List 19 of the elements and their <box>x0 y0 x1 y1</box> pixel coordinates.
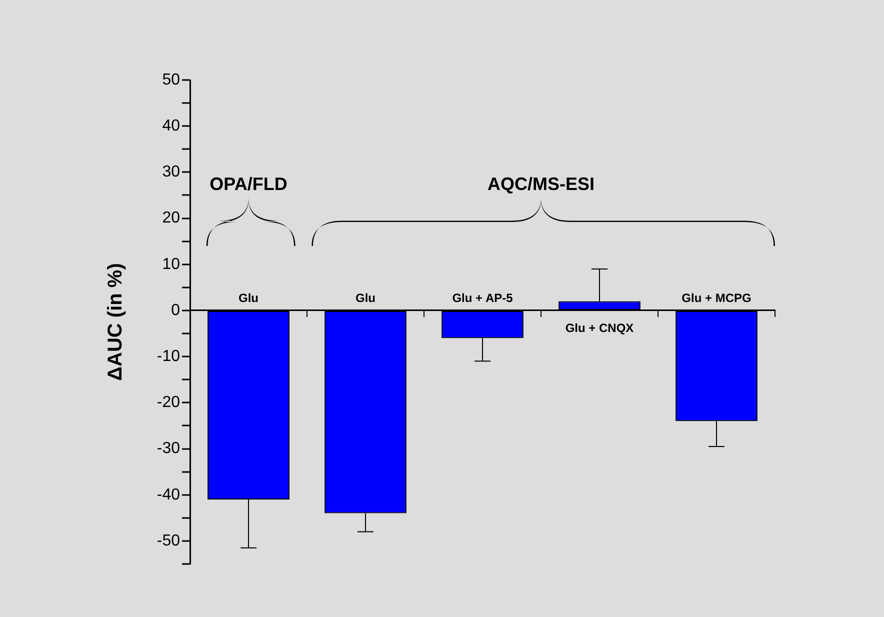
x-tick-label: Glu + CNQX <box>565 320 634 335</box>
annotation: AQC/MS-ESI <box>487 174 595 194</box>
x-tick-label: Glu + MCPG <box>682 290 752 305</box>
y-tick-label: 20 <box>162 210 180 227</box>
y-tick-label: -30 <box>156 440 180 458</box>
y-tick-label: 50 <box>162 71 180 88</box>
x-tick-label: Glu + AP-5 <box>452 290 514 305</box>
y-axis-title: ΔAUC (in %) <box>104 263 127 381</box>
y-tick-label: 40 <box>162 118 180 134</box>
annotation: OPA/FLD <box>210 174 288 194</box>
y-tick-label: -50 <box>156 532 180 550</box>
y-tick-label: -10 <box>156 348 180 365</box>
y-tick-label: -20 <box>156 394 180 412</box>
y-tick-label: 0 <box>171 302 180 319</box>
y-tick-label: 30 <box>162 164 180 181</box>
x-tick-label: Glu <box>238 290 258 305</box>
x-tick-label: Glu <box>356 290 376 305</box>
y-tick-label: 10 <box>162 256 180 273</box>
y-tick-label: -40 <box>156 486 180 504</box>
